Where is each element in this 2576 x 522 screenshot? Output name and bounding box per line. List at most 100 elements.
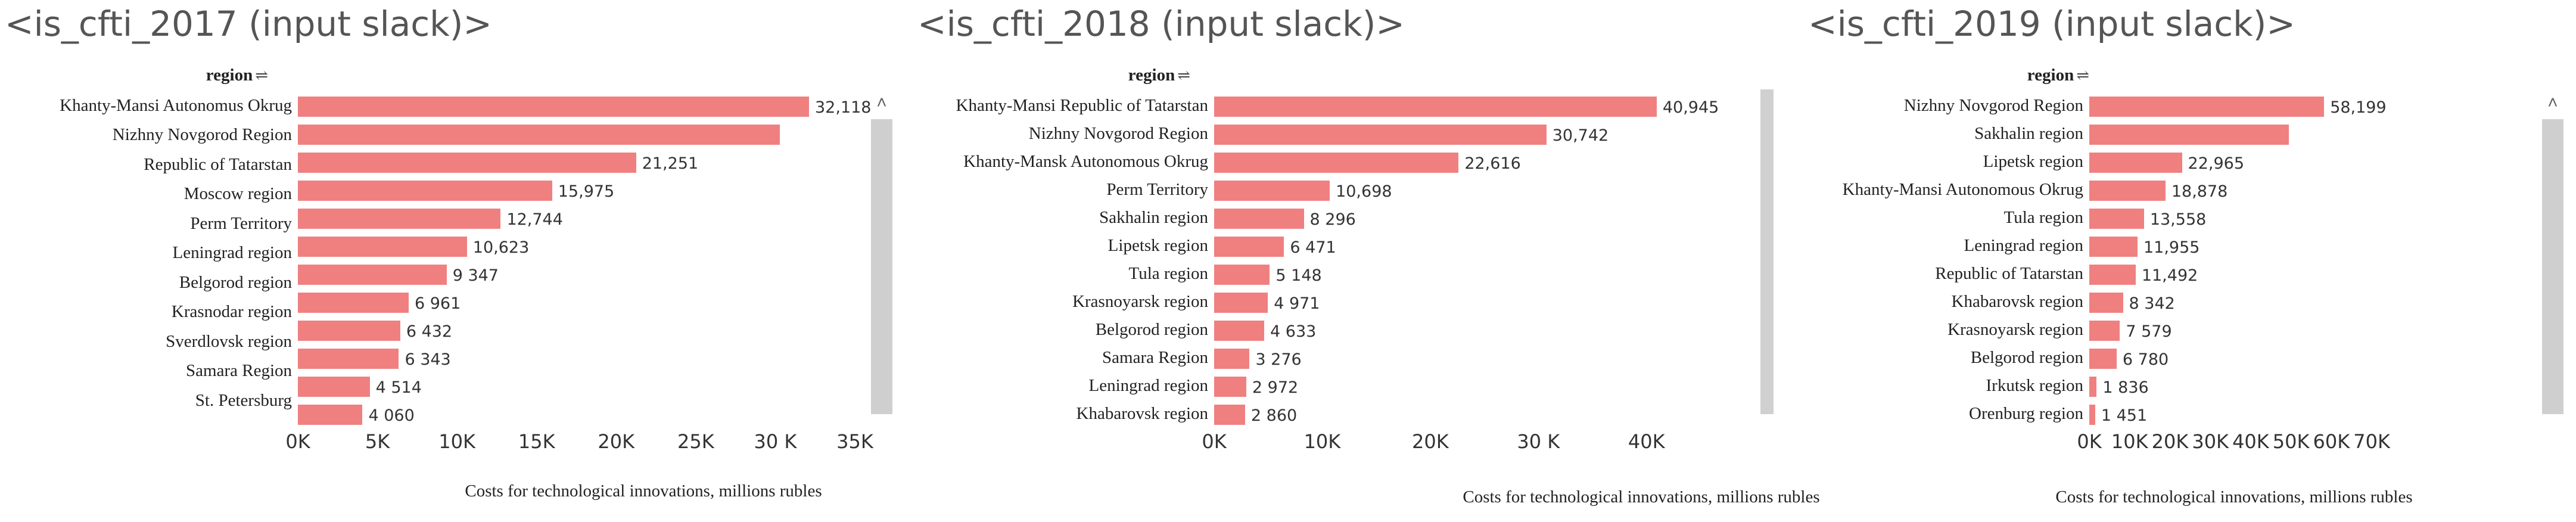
bar[interactable] xyxy=(2089,405,2095,425)
data-label: 10,698 xyxy=(1336,182,1392,201)
x-tick-label: 10K xyxy=(2111,430,2148,453)
bar[interactable] xyxy=(1214,125,1547,145)
category-label: Republic of Tatarstan xyxy=(144,154,292,174)
data-label: 21,251 xyxy=(642,154,699,173)
bar[interactable] xyxy=(298,181,552,201)
category-label: Republic of Tatarstan xyxy=(1935,264,2083,283)
bar[interactable] xyxy=(2089,349,2117,369)
bar[interactable] xyxy=(298,349,399,369)
x-axis-title: Costs for technological innovations, mil… xyxy=(1463,487,1820,507)
category-label: Khabarovsk region xyxy=(1076,404,1208,423)
category-label: Khanty-Mansi Autonomus Okrug xyxy=(60,96,292,115)
category-label: Krasnoyarsk region xyxy=(1947,320,2083,339)
data-label: 15,975 xyxy=(558,182,615,201)
category-label: Khanty-Mansi Autonomous Okrug xyxy=(1842,180,2083,199)
region-header[interactable]: region ⇌ xyxy=(888,66,1190,85)
category-label: Sakhalin region xyxy=(1974,124,2083,143)
x-tick-label: 70K xyxy=(2353,430,2390,453)
bar[interactable] xyxy=(2089,293,2123,313)
scrollbar-thumb[interactable] xyxy=(2542,119,2563,414)
bar[interactable] xyxy=(298,405,363,425)
bar[interactable] xyxy=(2089,153,2182,173)
bar[interactable] xyxy=(1214,153,1459,173)
sort-icon[interactable]: ⇌ xyxy=(2076,67,2089,84)
data-label: 12,744 xyxy=(506,210,563,229)
sort-icon[interactable]: ⇌ xyxy=(255,67,268,84)
category-label: Samara Region xyxy=(186,361,292,381)
bar[interactable] xyxy=(298,125,780,145)
x-tick-label: 0K xyxy=(285,430,310,453)
category-label: Khanty-Mansk Autonomous Okrug xyxy=(963,152,1208,171)
bar[interactable] xyxy=(2089,265,2136,285)
bar[interactable] xyxy=(1214,377,1246,397)
data-label: 4 060 xyxy=(368,406,415,425)
chart-panel-2017: <is_cfti_2017 (input slack)> region ⇌ Cos… xyxy=(0,0,894,522)
chart-title: <is_cfti_2017 (input slack)> xyxy=(5,4,492,44)
bar[interactable] xyxy=(1214,265,1270,285)
category-label: Belgorod region xyxy=(1095,320,1208,339)
bar[interactable] xyxy=(1214,181,1330,201)
data-label: 2 972 xyxy=(1252,378,1299,397)
scrollbar-edge[interactable] xyxy=(1760,89,1774,414)
bar[interactable] xyxy=(298,153,636,173)
chart-title: <is_cfti_2019 (input slack)> xyxy=(1808,4,2295,44)
bar[interactable] xyxy=(298,209,501,229)
bar[interactable] xyxy=(2089,237,2138,257)
category-label: Krasnodar region xyxy=(171,302,292,322)
bar[interactable] xyxy=(2089,181,2166,201)
bar[interactable] xyxy=(1214,97,1657,117)
data-label: 18,878 xyxy=(2171,182,2228,201)
bar[interactable] xyxy=(1214,237,1284,257)
region-header[interactable]: region ⇌ xyxy=(1772,66,2089,85)
region-header[interactable]: region ⇌ xyxy=(0,66,268,85)
bar[interactable] xyxy=(298,237,467,257)
bar[interactable] xyxy=(298,97,809,117)
bar[interactable] xyxy=(1214,405,1245,425)
data-label: 6 343 xyxy=(405,350,451,369)
bar[interactable] xyxy=(298,293,409,313)
x-tick-label: 20K xyxy=(1411,430,1449,453)
data-label: 58,199 xyxy=(2330,98,2387,117)
bar[interactable] xyxy=(1214,293,1268,313)
x-tick-label: 20K xyxy=(2151,430,2189,453)
category-label: St. Petersburg xyxy=(195,390,292,410)
bar[interactable] xyxy=(1214,321,1265,341)
bar[interactable] xyxy=(1214,209,1304,229)
data-label: 4 514 xyxy=(375,378,422,397)
vertical-scrollbar[interactable]: ˄ xyxy=(870,89,894,414)
x-tick-label: 30K xyxy=(2192,430,2229,453)
bar[interactable] xyxy=(298,265,447,285)
bar[interactable] xyxy=(298,321,400,341)
data-label: 4 633 xyxy=(1270,322,1317,341)
region-header-label: region xyxy=(206,66,253,85)
x-tick-label: 0K xyxy=(2077,430,2102,453)
bar[interactable] xyxy=(2089,209,2144,229)
vertical-scrollbar[interactable]: ˄ xyxy=(2541,89,2565,414)
data-label: 9 347 xyxy=(452,266,499,285)
x-tick-label: 60K xyxy=(2313,430,2350,453)
x-tick-label: 40K xyxy=(2232,430,2269,453)
chevron-up-icon[interactable]: ˄ xyxy=(876,93,887,113)
bar[interactable] xyxy=(2089,377,2097,397)
x-tick-label: 15K xyxy=(518,430,555,453)
x-axis-title: Costs for technological innovations, mil… xyxy=(2055,487,2413,507)
chevron-up-icon[interactable]: ˄ xyxy=(2547,93,2558,113)
data-label: 32,118 xyxy=(815,98,872,117)
category-label: Nizhny Novgorod Region xyxy=(1028,124,1208,143)
bar[interactable] xyxy=(2089,321,2120,341)
bar[interactable] xyxy=(298,377,370,397)
x-tick-label: 40K xyxy=(1628,430,1665,453)
chart-panel-2019: <is_cfti_2019 (input slack)> region ⇌ Cos… xyxy=(1772,0,2576,522)
bar[interactable] xyxy=(2089,97,2325,117)
x-axis-title: Costs for technological innovations, mil… xyxy=(465,481,822,501)
bar[interactable] xyxy=(2089,125,2289,145)
category-label: Sakhalin region xyxy=(1099,208,1208,227)
data-label: 6 961 xyxy=(414,294,461,313)
scrollbar-thumb[interactable] xyxy=(871,119,892,414)
data-label: 30,742 xyxy=(1552,126,1609,145)
sort-icon[interactable]: ⇌ xyxy=(1177,67,1190,84)
category-label: Leningrad region xyxy=(172,243,292,263)
data-label: 11,955 xyxy=(2143,238,2200,257)
data-label: 4 971 xyxy=(1274,294,1320,313)
bar[interactable] xyxy=(1214,349,1250,369)
